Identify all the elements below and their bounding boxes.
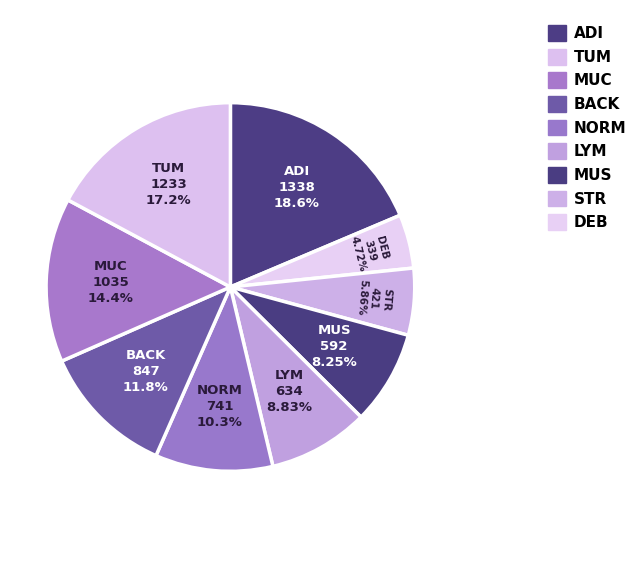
Text: TUM
1233
17.2%: TUM 1233 17.2%: [146, 162, 191, 207]
Text: DEB
339
4.72%: DEB 339 4.72%: [348, 229, 391, 273]
Wedge shape: [156, 287, 273, 471]
Wedge shape: [68, 103, 230, 287]
Wedge shape: [230, 287, 361, 466]
Text: BACK
847
11.8%: BACK 847 11.8%: [123, 349, 168, 394]
Text: ADI
1338
18.6%: ADI 1338 18.6%: [274, 165, 319, 210]
Text: STR
421
5.86%: STR 421 5.86%: [355, 279, 392, 318]
Wedge shape: [61, 287, 230, 456]
Wedge shape: [230, 287, 408, 417]
Wedge shape: [230, 215, 413, 287]
Legend: ADI, TUM, MUC, BACK, NORM, LYM, MUS, STR, DEB: ADI, TUM, MUC, BACK, NORM, LYM, MUS, STR…: [541, 19, 632, 236]
Text: NORM
741
10.3%: NORM 741 10.3%: [196, 384, 243, 429]
Wedge shape: [230, 103, 400, 287]
Text: MUC
1035
14.4%: MUC 1035 14.4%: [88, 260, 134, 305]
Wedge shape: [230, 268, 415, 335]
Wedge shape: [46, 200, 230, 361]
Text: LYM
634
8.83%: LYM 634 8.83%: [266, 369, 312, 414]
Text: MUS
592
8.25%: MUS 592 8.25%: [311, 324, 357, 370]
